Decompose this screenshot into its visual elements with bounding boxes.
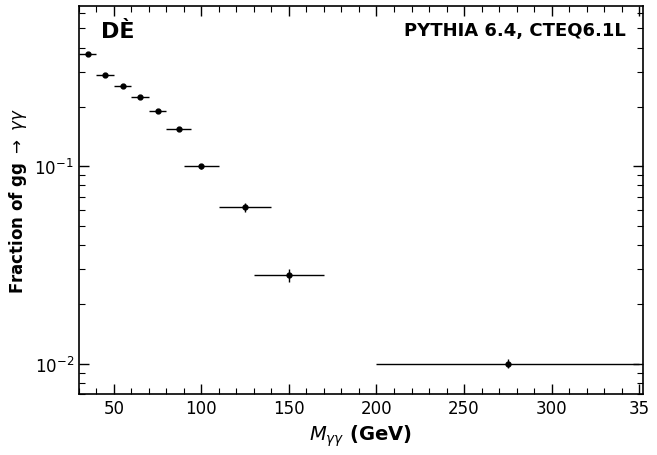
X-axis label: $M_{\gamma\gamma}$ (GeV): $M_{\gamma\gamma}$ (GeV) (309, 423, 412, 448)
Y-axis label: Fraction of gg $\rightarrow$ $\gamma\gamma$: Fraction of gg $\rightarrow$ $\gamma\gam… (7, 108, 29, 293)
Text: DÈ: DÈ (101, 22, 135, 42)
Text: PYTHIA 6.4, CTEQ6.1L: PYTHIA 6.4, CTEQ6.1L (404, 22, 625, 40)
